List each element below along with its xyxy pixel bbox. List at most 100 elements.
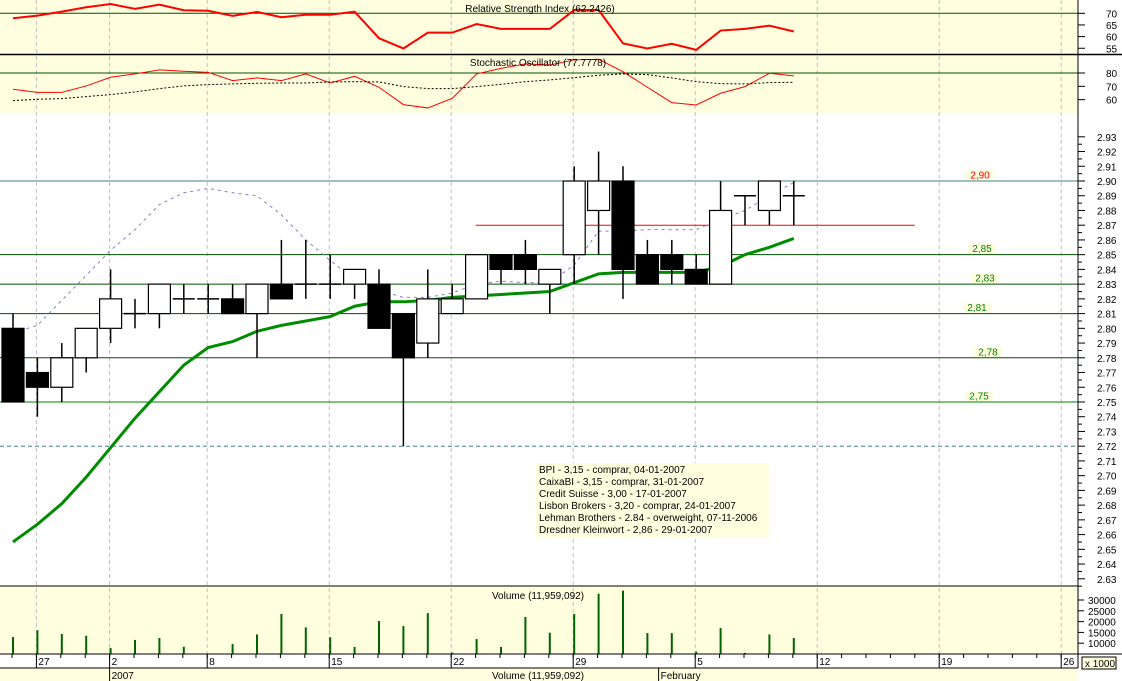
candle-body-up	[343, 268, 367, 285]
price-tick-label: 2.92	[1097, 148, 1117, 159]
level-label-bg	[968, 243, 996, 254]
candle-body-up	[74, 327, 98, 359]
volume-unit-box	[1081, 656, 1117, 670]
rsi-tick-label: 55	[1106, 44, 1118, 55]
price-tick-label: 2.84	[1097, 265, 1117, 276]
price-tick-label: 2.76	[1097, 383, 1117, 394]
candle-body-down	[25, 371, 49, 388]
candle-body-down	[684, 268, 708, 285]
date-label: 19	[941, 657, 953, 668]
candle-body-down	[513, 254, 538, 270]
candle-body-up	[586, 180, 611, 212]
price-tick-label: 2.72	[1097, 442, 1117, 453]
candle	[147, 283, 171, 329]
candle-body-down	[635, 254, 660, 285]
candle-body-up	[465, 254, 489, 300]
candle	[391, 312, 415, 447]
volume-tick-label: 20000	[1088, 618, 1116, 629]
level-label-bg	[963, 302, 991, 313]
price-tick-label: 2.82	[1097, 295, 1117, 306]
candle-body-up	[757, 180, 782, 212]
price-tick-label: 2.86	[1097, 236, 1117, 247]
volume-footer-title: Volume (11,959,092)	[492, 671, 584, 681]
candle	[611, 166, 635, 299]
candle	[221, 284, 245, 315]
price-tick-label: 2.90	[1097, 177, 1117, 188]
price-tick-label: 2.66	[1097, 531, 1117, 542]
rsi-title: Relative Strength Index (62.2426)	[465, 4, 615, 15]
candle	[74, 327, 98, 373]
volume-tick-label: 25000	[1088, 607, 1116, 618]
candle-body-up	[147, 283, 171, 315]
candlesticks	[1, 151, 805, 447]
candle	[245, 283, 269, 358]
candle	[343, 268, 367, 299]
candle	[562, 166, 586, 285]
price-tick-label: 2.88	[1097, 206, 1117, 217]
candle-body-up	[562, 180, 586, 256]
moving-averages	[12, 182, 795, 544]
vertical-gridlines	[35, 0, 1062, 654]
volume-panel-bg	[0, 586, 1078, 654]
candle	[757, 180, 782, 226]
annotation-line: Lehman Brothers - 2.84 - overweight, 07-…	[539, 513, 758, 524]
candle	[25, 357, 49, 417]
candle-body-up	[50, 357, 74, 388]
month-label: 2007	[112, 671, 135, 681]
candle	[197, 284, 220, 314]
level-label: 2,75	[969, 391, 989, 402]
candle	[708, 181, 733, 285]
rsi-tick-label: 65	[1106, 21, 1118, 32]
level-label: 2,78	[978, 347, 998, 358]
level-label-bg	[966, 170, 994, 180]
stoch-title: Stochastic Oscillator (77.7778)	[470, 58, 606, 69]
price-tick-label: 2.89	[1097, 192, 1117, 203]
candle	[416, 269, 440, 358]
candle	[440, 284, 464, 315]
date-label: 26	[1063, 657, 1075, 668]
volume-tick-label: 10000	[1088, 639, 1116, 650]
date-label: 29	[575, 657, 587, 668]
level-label-bg	[974, 346, 1002, 357]
date-label: 22	[453, 657, 465, 668]
moving-average-fast	[12, 182, 795, 334]
candle	[538, 268, 562, 314]
annotation-line: Credit Suisse - 3,00 - 17-01-2007	[539, 489, 687, 500]
price-tick-label: 2.70	[1097, 472, 1117, 483]
price-tick-label: 2.85	[1097, 251, 1117, 262]
price-tick-label: 2.68	[1097, 501, 1117, 512]
candle-body-down	[391, 312, 415, 359]
price-tick-label: 2.64	[1097, 560, 1117, 571]
price-tick-label: 2.65	[1097, 545, 1117, 556]
volume-title: Volume (11,959,092)	[492, 591, 584, 602]
rsi-tick-label: 60	[1106, 33, 1118, 44]
annotation-line: CaixaBI - 3,15 - comprar, 31-01-2007	[539, 477, 705, 488]
candle-body-up	[98, 298, 123, 329]
date-label: 27	[38, 657, 50, 668]
candle	[98, 269, 123, 344]
annotation-line: Dresdner Kleinwort - 2,86 - 29-01-2007	[539, 525, 713, 536]
candle	[586, 151, 611, 255]
price-tick-label: 2.80	[1097, 324, 1117, 335]
candle	[635, 239, 660, 285]
stoch-k-line	[12, 58, 794, 109]
level-label: 2,81	[967, 303, 987, 314]
price-tick-label: 2.87	[1097, 221, 1117, 232]
date-label: 12	[819, 657, 831, 668]
moving-average-slow	[12, 237, 795, 544]
volume-tick-label: 15000	[1088, 628, 1116, 639]
candle-body-up	[538, 268, 562, 285]
price-tick-label: 2.67	[1097, 516, 1117, 527]
stoch-tick-label: 60	[1106, 96, 1118, 107]
month-row-bg	[0, 668, 1078, 681]
level-label-bg	[971, 273, 999, 284]
date-label: 15	[331, 657, 343, 668]
price-tick-label: 2.73	[1097, 427, 1117, 438]
candle	[319, 254, 342, 299]
price-tick-label: 2.77	[1097, 369, 1117, 380]
candle	[124, 298, 146, 329]
candle-body-down	[489, 254, 513, 270]
price-tick-label: 2.91	[1097, 162, 1117, 173]
rsi-plot	[0, 2, 1078, 51]
candle	[50, 343, 74, 402]
